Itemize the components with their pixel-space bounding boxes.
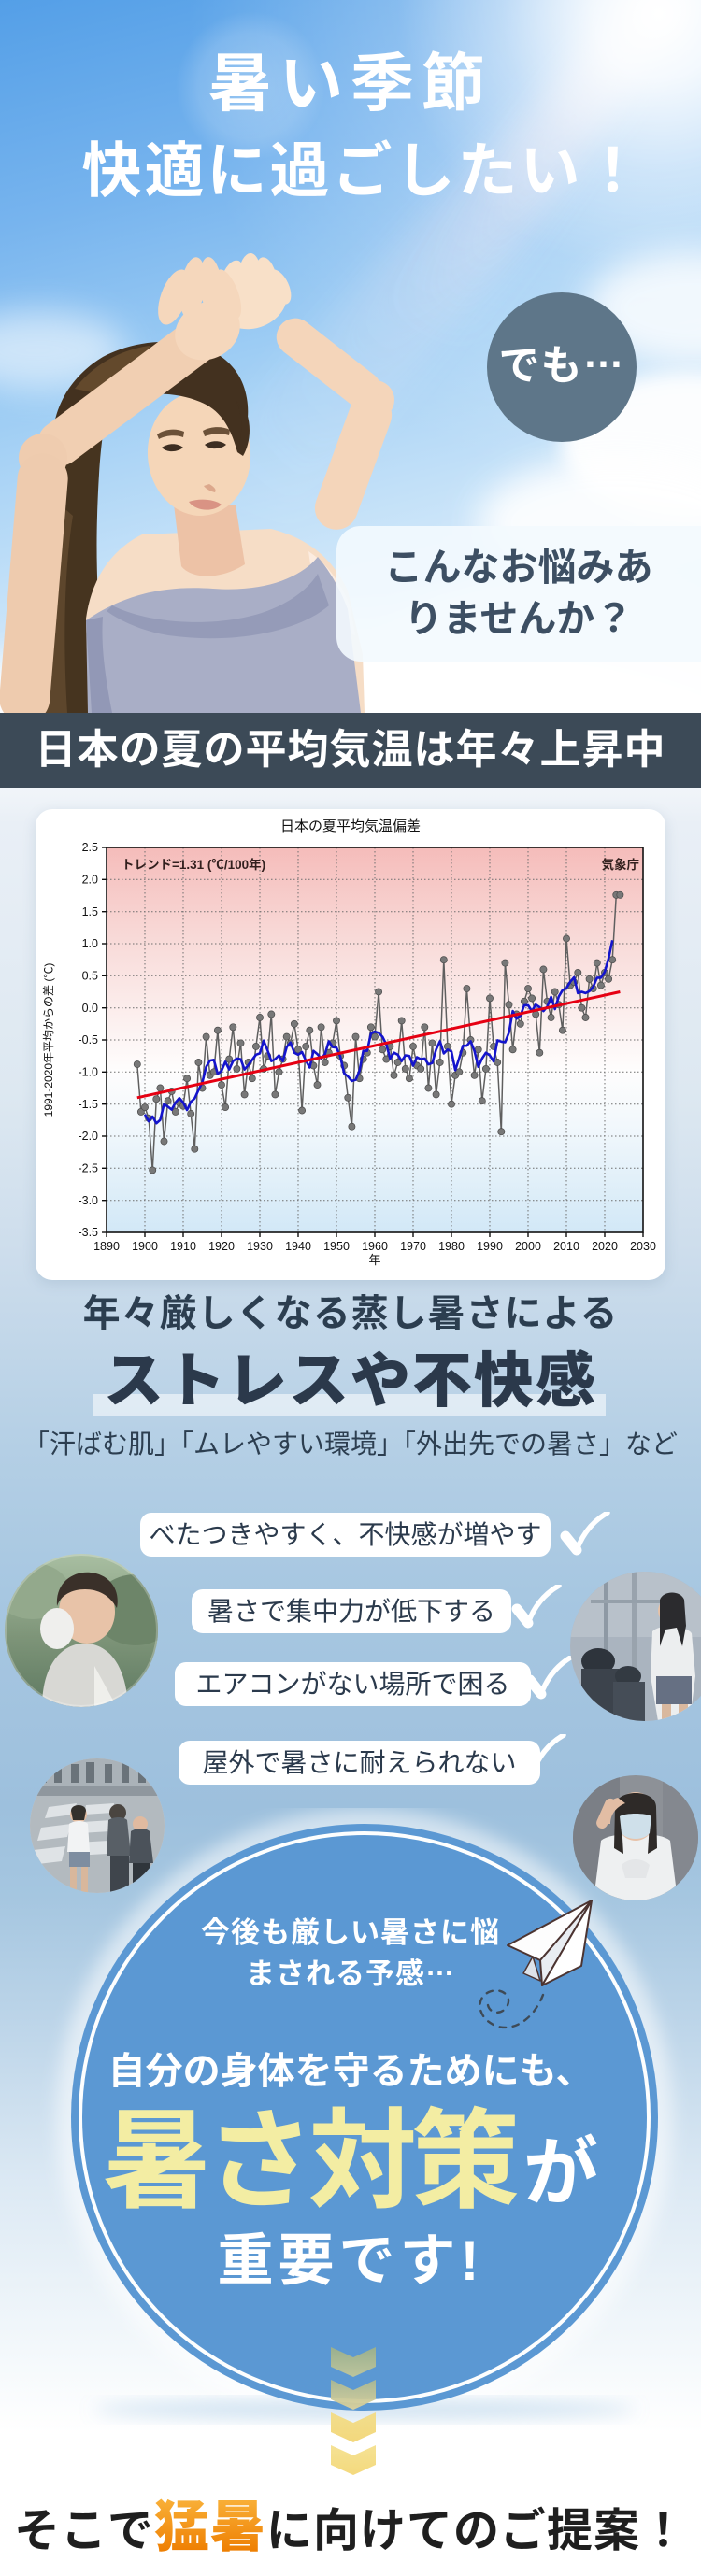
svg-text:1890: 1890 [93,1240,120,1253]
svg-text:-1.0: -1.0 [78,1066,98,1079]
svg-text:-2.5: -2.5 [78,1162,98,1175]
svg-text:1991-2020年平均からの差 (℃): 1991-2020年平均からの差 (℃) [42,963,55,1117]
svg-text:1.0: 1.0 [82,937,98,950]
svg-text:1960: 1960 [362,1240,388,1253]
svg-text:2010: 2010 [553,1240,579,1253]
svg-text:-1.5: -1.5 [78,1098,98,1111]
svg-text:-3.5: -3.5 [78,1226,98,1239]
svg-text:1900: 1900 [132,1240,158,1253]
svg-text:日本の夏平均気温偏差: 日本の夏平均気温偏差 [280,818,421,834]
svg-text:2.5: 2.5 [82,841,98,854]
svg-text:1950: 1950 [323,1240,350,1253]
svg-text:1990: 1990 [477,1240,503,1253]
svg-text:2020: 2020 [592,1240,618,1253]
svg-text:0.5: 0.5 [82,970,98,983]
svg-text:1910: 1910 [170,1240,196,1253]
svg-text:1970: 1970 [400,1240,426,1253]
svg-text:トレンド=1.31 (℃/100年): トレンド=1.31 (℃/100年) [122,857,265,872]
svg-text:2000: 2000 [515,1240,541,1253]
svg-text:1920: 1920 [208,1240,235,1253]
svg-text:1.5: 1.5 [82,905,98,918]
svg-text:2030: 2030 [630,1240,656,1253]
svg-text:1940: 1940 [285,1240,311,1253]
svg-text:0.0: 0.0 [82,1002,98,1015]
svg-text:年: 年 [368,1253,380,1267]
svg-text:-3.0: -3.0 [78,1194,98,1207]
svg-text:-0.5: -0.5 [78,1033,98,1046]
svg-text:気象庁: 気象庁 [602,857,640,872]
svg-text:2.0: 2.0 [82,874,98,887]
svg-text:1980: 1980 [438,1240,465,1253]
svg-text:1930: 1930 [247,1240,273,1253]
svg-text:-2.0: -2.0 [78,1130,98,1143]
